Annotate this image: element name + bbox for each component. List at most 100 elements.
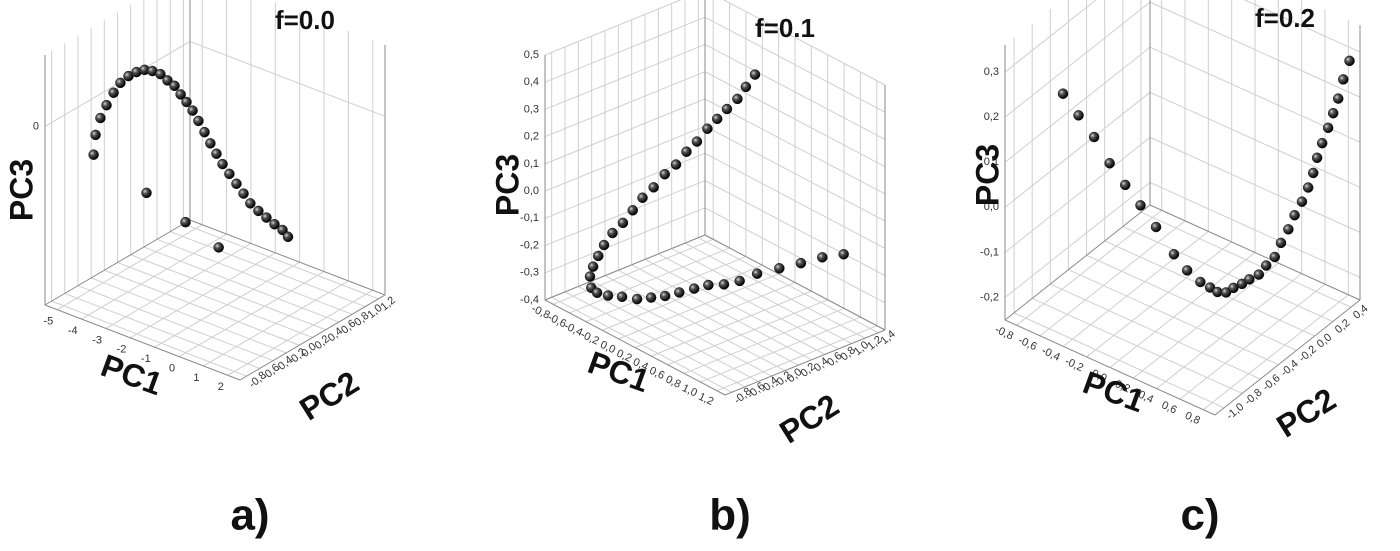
- grid-line: [704, 152, 886, 249]
- data-point: [1181, 265, 1193, 276]
- data-point: [115, 77, 126, 89]
- box-edge: [544, 299, 726, 396]
- wall: [545, 0, 705, 300]
- x-tick-label: -3: [92, 334, 102, 346]
- grid-line: [183, 223, 379, 300]
- wall: [1005, 0, 1150, 320]
- grid-line: [1149, 182, 1361, 278]
- grid-line: [1039, 220, 1186, 337]
- grid-line: [704, 180, 886, 276]
- x-tick-label: -1: [141, 353, 151, 365]
- z-tick-label: 0,1: [524, 158, 539, 170]
- z-tick-label: -0,1: [980, 246, 999, 258]
- data-point: [734, 275, 745, 287]
- grid-line: [704, 71, 886, 168]
- grid-line: [671, 248, 852, 344]
- x-axis-label: PC1: [96, 347, 167, 402]
- z-axis-label: PC3: [489, 154, 525, 216]
- x-tick-label: 0,6: [647, 365, 666, 382]
- x-tick-label: -0,8: [993, 324, 1015, 343]
- z-tick-label: 0,3: [524, 103, 539, 115]
- data-point: [181, 96, 192, 108]
- grid-line: [544, 180, 706, 247]
- z-tick-label: 0,2: [524, 131, 539, 143]
- grid-line: [704, 44, 886, 140]
- z-tick-label: -0,4: [520, 294, 539, 306]
- data-point: [205, 138, 216, 149]
- z-axis-label: PC3: [969, 144, 1005, 206]
- data-point: [591, 287, 603, 298]
- x-tick-label: 0: [169, 362, 175, 374]
- data-point: [187, 105, 198, 116]
- grid-line: [651, 290, 812, 357]
- box-edge: [1214, 299, 1361, 416]
- data-point: [1344, 55, 1355, 67]
- box-edge: [1004, 204, 1151, 321]
- data-point: [681, 146, 692, 157]
- data-point: [749, 69, 761, 80]
- grid-line: [1156, 273, 1302, 390]
- z-tick-label: 0,0: [524, 185, 539, 197]
- data-point: [169, 80, 180, 92]
- box-edge: [44, 219, 191, 306]
- x-tick-label: -0,2: [1063, 355, 1085, 374]
- data-point: [592, 250, 604, 262]
- x-tick-label: 0,8: [1183, 410, 1202, 427]
- grid-line: [64, 292, 260, 369]
- box-edge: [239, 294, 386, 381]
- grid-line: [700, 316, 861, 383]
- data-point: [1168, 249, 1180, 260]
- y-axis-label: PC2: [773, 387, 845, 451]
- data-point: [1260, 260, 1272, 271]
- data-point: [1104, 157, 1115, 169]
- grid-line: [1004, 0, 1097, 73]
- data-point: [1327, 107, 1339, 119]
- data-point: [1195, 276, 1206, 288]
- x-tick-label: -5: [43, 316, 53, 328]
- data-point: [711, 113, 723, 125]
- grid-line: [1068, 269, 1279, 366]
- grid-line: [658, 253, 839, 350]
- grid-line: [618, 269, 799, 366]
- grid-line: [602, 264, 763, 331]
- data-point: [1119, 179, 1131, 191]
- y-tick-label: 0,2: [1333, 317, 1352, 336]
- grid-line: [90, 277, 287, 354]
- x-tick-label: 0,0: [1090, 368, 1109, 385]
- x-tick-label: 0,2: [1113, 378, 1132, 395]
- data-point: [648, 182, 659, 193]
- data-point: [245, 198, 256, 209]
- data-point: [817, 252, 828, 263]
- data-point: [637, 192, 648, 203]
- data-point: [199, 126, 210, 138]
- y-axis-label: PC2: [293, 364, 365, 428]
- box-edge: [1149, 204, 1361, 301]
- data-point: [217, 158, 228, 170]
- data-point: [88, 149, 99, 160]
- z-tick-label: -0,2: [980, 291, 999, 303]
- grid-line: [722, 0, 886, 86]
- grid-line: [551, 296, 732, 393]
- grid-line: [618, 273, 779, 340]
- grid-line: [585, 256, 747, 323]
- grid-line: [552, 238, 714, 305]
- data-point: [584, 271, 596, 282]
- chart-panel: -0,8-0,6-0,4-0,20,00,20,40,60,8 -1,0-0,8-…: [969, 0, 1370, 540]
- data-point: [231, 178, 242, 189]
- x-tick-label: 0,4: [1136, 389, 1155, 406]
- x-tick-label: 0,8: [664, 373, 683, 390]
- data-point: [1073, 110, 1084, 121]
- grid-line: [716, 325, 878, 392]
- grid-line: [1086, 254, 1297, 351]
- data-point: [213, 242, 224, 253]
- x-tick-label: 1,0: [680, 382, 699, 399]
- data-point: [774, 263, 785, 274]
- data-point: [670, 159, 682, 170]
- y-axis-label: PC2: [1270, 381, 1342, 445]
- data-point: [627, 205, 638, 216]
- data-point: [617, 217, 629, 229]
- z-tick-label: -0,2: [520, 239, 539, 251]
- data-point: [1322, 122, 1334, 134]
